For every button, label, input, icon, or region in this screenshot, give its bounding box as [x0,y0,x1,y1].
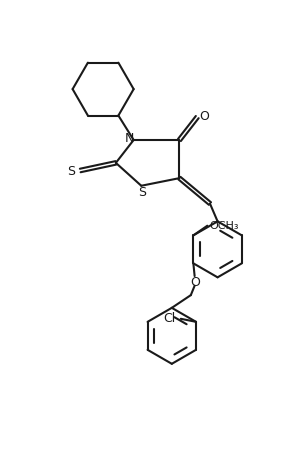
Text: S: S [67,165,75,178]
Text: OCH₃: OCH₃ [209,220,239,230]
Text: S: S [139,185,147,198]
Text: N: N [124,132,134,145]
Text: O: O [199,110,209,123]
Text: O: O [190,275,200,289]
Text: Cl: Cl [163,311,176,324]
